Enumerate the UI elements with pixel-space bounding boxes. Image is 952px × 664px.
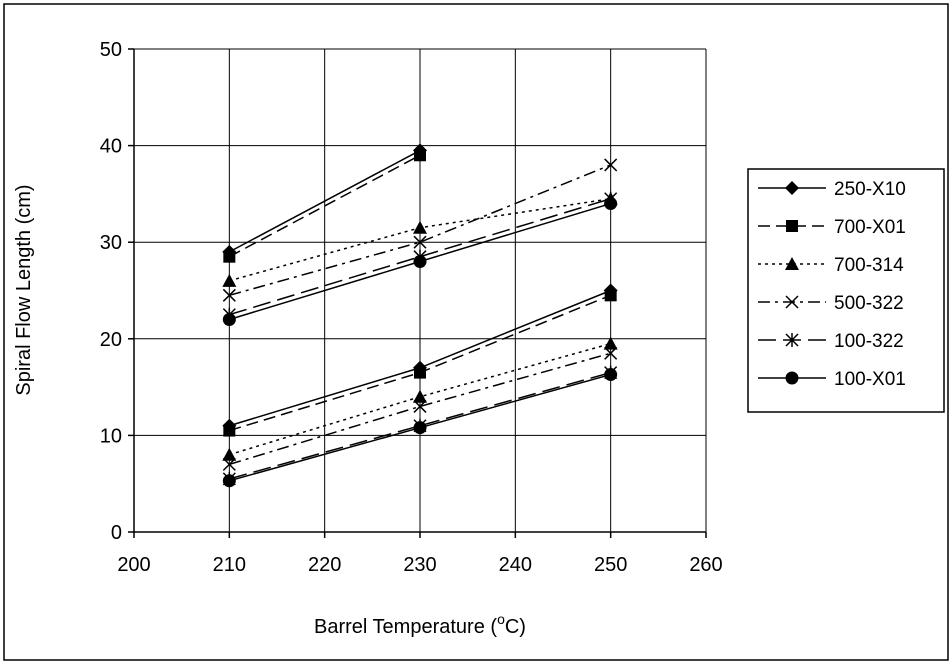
axes bbox=[128, 48, 707, 538]
data-point bbox=[222, 273, 237, 287]
data-point bbox=[413, 255, 427, 269]
legend-label: 700-314 bbox=[834, 255, 904, 276]
y-axis-title: Spiral Flow Length (cm) bbox=[13, 184, 35, 395]
legend-label: 500-322 bbox=[834, 293, 904, 314]
data-point bbox=[222, 474, 236, 488]
data-point bbox=[413, 220, 427, 234]
data-point bbox=[604, 368, 618, 382]
data-point bbox=[223, 424, 236, 437]
legend-marker bbox=[785, 295, 799, 309]
legend-label: 100-322 bbox=[834, 331, 904, 352]
legend-box bbox=[747, 168, 945, 413]
series-line bbox=[229, 198, 611, 316]
data-point bbox=[604, 197, 618, 211]
data-point bbox=[222, 288, 236, 302]
data-point bbox=[413, 421, 427, 435]
legend-item: 700-314 bbox=[758, 255, 904, 276]
data-point bbox=[603, 336, 618, 350]
legend-marker bbox=[785, 257, 799, 270]
x-tick-label: 210 bbox=[213, 554, 246, 576]
legend-item: 700-X01 bbox=[758, 217, 906, 238]
data-point bbox=[222, 457, 236, 471]
x-tick-label: 260 bbox=[689, 554, 722, 576]
x-axis-title: Barrel Temperature (oC) bbox=[314, 611, 526, 638]
legend-item: 100-X01 bbox=[758, 369, 906, 390]
legend-label: 700-X01 bbox=[834, 217, 906, 238]
series-line bbox=[229, 371, 611, 480]
legend-label: 100-X01 bbox=[834, 369, 906, 390]
legend-marker bbox=[785, 333, 799, 347]
data-point bbox=[413, 399, 427, 413]
series-line bbox=[228, 149, 421, 253]
data-point bbox=[413, 389, 427, 403]
series-500-322 bbox=[222, 158, 618, 471]
series-line bbox=[229, 164, 611, 297]
tick-labels: 200 210 220 230 240 250 260 0 10 20 30 40 50 bbox=[100, 39, 723, 576]
y-tick-label: 30 bbox=[100, 232, 122, 254]
legend-marker bbox=[786, 220, 798, 232]
x-tick-label: 240 bbox=[499, 554, 532, 576]
data-point bbox=[414, 366, 426, 379]
legend-marker bbox=[785, 371, 799, 385]
x-tick-label: 200 bbox=[117, 554, 150, 576]
data-point bbox=[414, 149, 426, 162]
data-point bbox=[604, 346, 618, 360]
series-line bbox=[229, 342, 611, 456]
x-tick-label: 220 bbox=[308, 554, 341, 576]
y-tick-label: 50 bbox=[100, 39, 122, 61]
legend-item: 100-322 bbox=[758, 331, 904, 352]
legend: 250-X10 700-X01 700-314 500-322 100-322 100-X… bbox=[747, 168, 945, 413]
data-point bbox=[222, 312, 236, 326]
data-point bbox=[222, 447, 237, 461]
data-point bbox=[604, 289, 617, 302]
series-100-X01 bbox=[222, 197, 618, 488]
y-tick-label: 0 bbox=[111, 522, 122, 544]
legend-label: 250-X10 bbox=[834, 179, 906, 200]
series-line bbox=[229, 352, 611, 466]
series-700-X01 bbox=[223, 149, 617, 437]
x-tick-label: 230 bbox=[403, 554, 436, 576]
legend-item: 250-X10 bbox=[758, 179, 906, 200]
legend-item: 500-322 bbox=[758, 293, 904, 314]
data-point bbox=[223, 250, 236, 263]
y-tick-label: 10 bbox=[100, 425, 122, 447]
data-point bbox=[413, 235, 427, 249]
legend-marker bbox=[785, 181, 799, 195]
x-tick-label: 250 bbox=[594, 554, 627, 576]
data-point bbox=[604, 158, 618, 172]
series-layer bbox=[222, 143, 618, 488]
y-tick-label: 20 bbox=[100, 329, 122, 351]
y-tick-label: 40 bbox=[100, 136, 122, 158]
